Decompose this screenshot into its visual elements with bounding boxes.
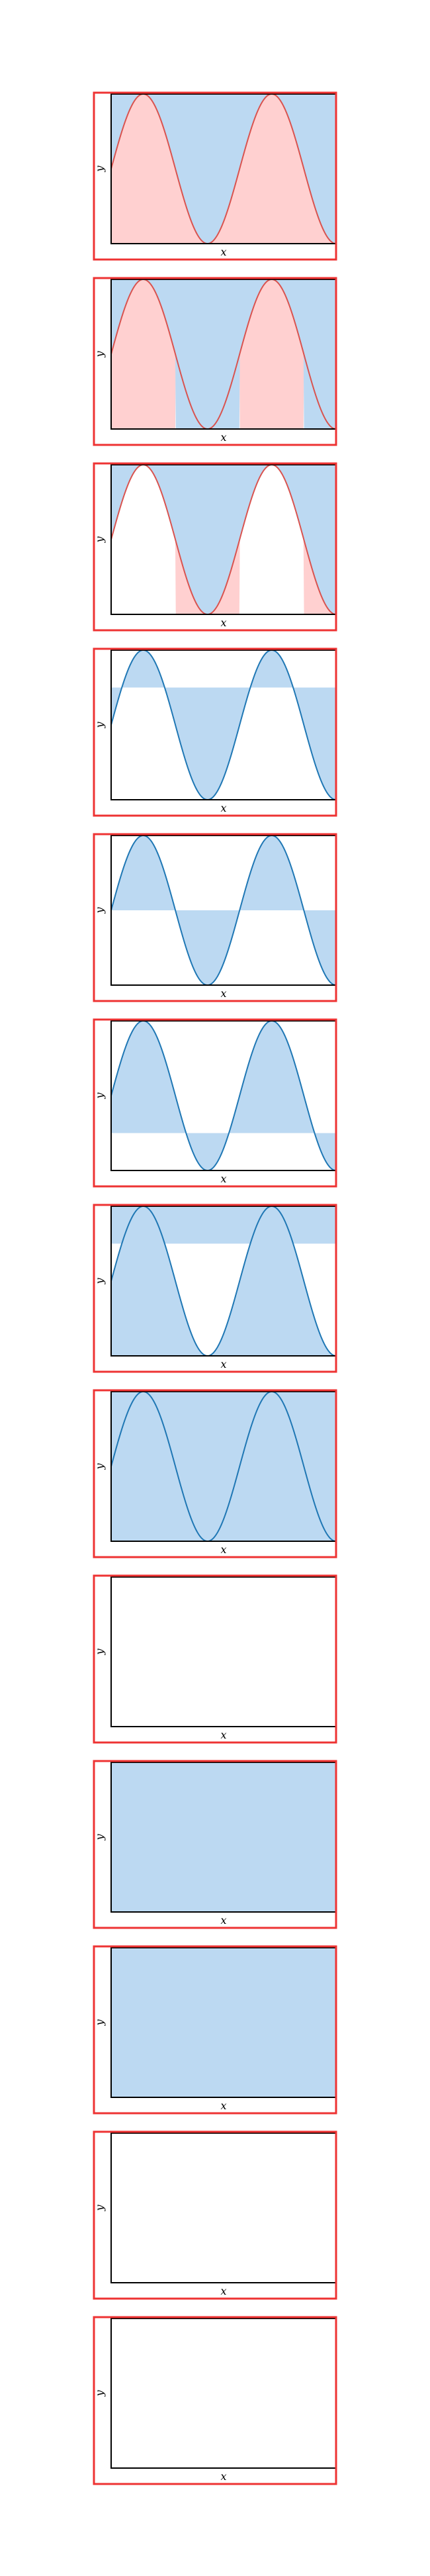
subplot-border xyxy=(93,647,337,817)
subplot-9: xy xyxy=(93,1574,337,1744)
subplot-10: xy xyxy=(93,1760,337,1929)
fill-region xyxy=(111,1762,336,1912)
subplot-border xyxy=(93,1389,337,1558)
subplot-border xyxy=(93,1760,337,1929)
x-axis-label: x xyxy=(220,1543,226,1556)
subplot-border xyxy=(93,277,337,446)
subplot-3: xy xyxy=(93,462,337,632)
series-line xyxy=(111,650,336,800)
plot-area xyxy=(111,1762,336,1912)
subplot-border xyxy=(93,1574,337,1744)
axes-frame xyxy=(110,2318,337,2469)
x-axis-label: x xyxy=(220,802,226,814)
plot-area xyxy=(111,94,336,244)
series-line xyxy=(111,1206,336,1356)
y-axis-label: y xyxy=(93,1834,106,1841)
fill-neg xyxy=(111,279,336,429)
x-axis-label: x xyxy=(220,1914,226,1927)
y-axis-label: y xyxy=(93,907,106,914)
fill-body xyxy=(111,1206,336,1356)
plot-area xyxy=(111,1948,336,2097)
series-line xyxy=(111,94,336,244)
y-axis-label: y xyxy=(93,351,106,358)
fill-above xyxy=(111,94,336,244)
x-axis-label: x xyxy=(220,1172,226,1185)
y-axis-label: y xyxy=(93,722,106,729)
axes-frame xyxy=(110,1576,337,1727)
series-line xyxy=(111,1021,336,1170)
subplot-8: xy xyxy=(93,1389,337,1558)
x-axis-label: x xyxy=(220,2285,226,2297)
y-axis-label: y xyxy=(93,2205,106,2212)
fill-between xyxy=(111,650,336,800)
plot-area xyxy=(111,279,336,429)
x-axis-label: x xyxy=(220,616,226,629)
x-axis-label: x xyxy=(220,987,226,1000)
plot-area xyxy=(111,835,336,985)
x-axis-label: x xyxy=(220,431,226,444)
subplot-12: xy xyxy=(93,2130,337,2300)
y-axis-label: y xyxy=(93,1648,106,1656)
y-axis-label: y xyxy=(93,2019,106,2027)
subplot-6: xy xyxy=(93,1018,337,1188)
fill-cap xyxy=(111,1206,336,1244)
y-axis-label: y xyxy=(93,1278,106,1285)
plot-area xyxy=(111,1392,336,1541)
subplot-4: xy xyxy=(93,647,337,817)
subplot-border xyxy=(93,462,337,632)
subplot-border xyxy=(93,1945,337,2115)
series-line xyxy=(111,835,336,985)
x-axis-label: x xyxy=(220,246,226,258)
fill-region xyxy=(111,1948,336,2097)
subplot-border xyxy=(93,2316,337,2485)
y-axis-label: y xyxy=(93,536,106,544)
fill-above xyxy=(111,279,336,429)
subplot-border xyxy=(93,1018,337,1188)
subplot-border xyxy=(93,833,337,1002)
plot-area xyxy=(111,465,336,614)
subplot-border xyxy=(93,1204,337,1373)
series-line xyxy=(111,279,336,429)
series-line xyxy=(111,1392,336,1541)
subplot-5: xy xyxy=(93,833,337,1002)
fill-below xyxy=(111,1392,336,1541)
plot-area xyxy=(111,1021,336,1170)
fill-below xyxy=(111,465,336,614)
subplot-13: xy xyxy=(93,2316,337,2485)
fill-below xyxy=(111,94,336,244)
subplot-1: xy xyxy=(93,91,337,261)
y-axis-label: y xyxy=(93,1092,106,1100)
fill-above xyxy=(111,1392,336,1541)
y-axis-label: y xyxy=(93,1463,106,1470)
y-axis-label: y xyxy=(93,166,106,173)
y-axis-label: y xyxy=(93,2390,106,2397)
x-axis-label: x xyxy=(220,1729,226,1741)
x-axis-label: x xyxy=(220,1358,226,1370)
series-line xyxy=(111,465,336,614)
subplot-11: xy xyxy=(93,1945,337,2115)
plot-area xyxy=(111,1206,336,1356)
subplot-border xyxy=(93,91,337,261)
fill-between xyxy=(111,1021,336,1170)
x-axis-label: x xyxy=(220,2099,226,2112)
fill-below xyxy=(111,279,336,429)
plot-area xyxy=(111,650,336,800)
axes-frame xyxy=(110,2132,337,2283)
fill-between xyxy=(111,835,336,985)
fill-pos xyxy=(111,465,336,614)
subplot-border xyxy=(93,2130,337,2300)
subplot-7: xy xyxy=(93,1204,337,1373)
subplot-2: xy xyxy=(93,277,337,446)
x-axis-label: x xyxy=(220,2470,226,2483)
